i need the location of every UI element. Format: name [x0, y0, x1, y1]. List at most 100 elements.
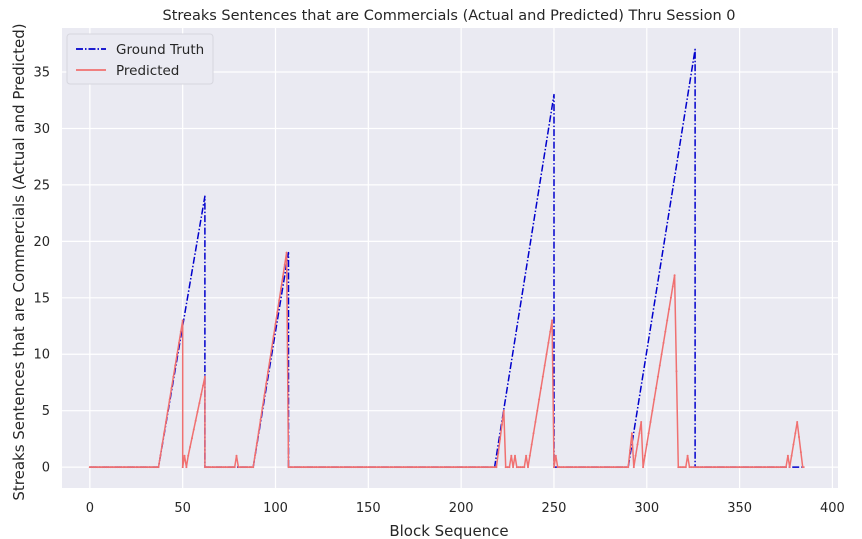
predicted-point: [378, 466, 381, 469]
predicted-point: [257, 430, 260, 433]
predicted-point: [486, 466, 489, 469]
predicted-point: [772, 466, 774, 469]
predicted-point: [163, 432, 166, 435]
predicted-point: [333, 466, 336, 469]
predicted-point: [757, 466, 760, 469]
predicted-point: [430, 466, 433, 469]
predicted-point: [666, 319, 669, 322]
predicted-point: [374, 466, 377, 469]
predicted-point: [701, 466, 704, 469]
predicted-point: [311, 466, 314, 469]
predicted-point: [139, 466, 141, 469]
predicted-point: [625, 466, 628, 469]
predicted-point: [742, 466, 745, 469]
predicted-point: [382, 466, 385, 469]
axis-ticks: 0 50 100 150 200 250 300 350 400 0 5 10 15 20 25 30 35: [33, 66, 844, 516]
legend: Ground Truth Predicted: [66, 33, 214, 85]
y-tick-label: 15: [33, 291, 50, 306]
predicted-point: [408, 466, 411, 469]
predicted-point: [220, 466, 223, 469]
predicted-point: [642, 466, 645, 469]
predicted-point: [632, 466, 635, 469]
legend-predicted-label: Predicted: [116, 63, 179, 79]
predicted-point: [681, 466, 684, 469]
predicted-point: [569, 466, 572, 469]
x-tick-label: 200: [449, 501, 474, 516]
predicted-point: [488, 466, 490, 469]
predicted-point: [647, 432, 650, 435]
predicted-point: [473, 466, 476, 469]
predicted-point: [404, 466, 407, 469]
predicted-point: [705, 466, 708, 469]
predicted-point: [402, 466, 405, 469]
predicted-point: [166, 409, 169, 412]
predicted-point: [209, 466, 212, 469]
predicted-point: [415, 466, 418, 469]
predicted-point: [410, 466, 412, 469]
predicted-point: [165, 421, 167, 423]
predicted-point: [734, 466, 737, 469]
predicted-point: [337, 466, 340, 469]
predicted-point: [441, 466, 444, 469]
predicted-point: [330, 466, 333, 469]
predicted-point: [708, 466, 711, 469]
predicted-point: [161, 443, 164, 446]
predicted-point: [137, 466, 140, 469]
predicted-point: [363, 466, 366, 469]
predicted-point: [289, 466, 292, 469]
predicted-point: [250, 466, 253, 469]
predicted-point: [439, 466, 442, 469]
predicted-point: [588, 466, 591, 469]
predicted-point: [100, 466, 102, 469]
predicted-point: [454, 466, 457, 469]
predicted-point: [328, 466, 331, 469]
predicted-point: [554, 454, 557, 457]
predicted-point: [276, 311, 279, 314]
predicted-point: [326, 466, 329, 469]
predicted-point: [458, 466, 461, 469]
predicted-point: [300, 466, 303, 469]
predicted-point: [669, 296, 672, 299]
predicted-point: [153, 466, 156, 469]
predicted-point: [682, 466, 685, 469]
predicted-point: [411, 466, 414, 469]
predicted-point: [603, 466, 606, 469]
predicted-point: [417, 466, 420, 469]
predicted-point: [731, 466, 734, 469]
predicted-point: [423, 466, 425, 469]
predicted-point: [517, 466, 520, 469]
predicted-point: [265, 382, 268, 385]
predicted-point: [447, 466, 450, 469]
predicted-point: [630, 432, 633, 435]
x-tick-label: 150: [356, 501, 381, 516]
predicted-point: [350, 466, 353, 469]
predicted-point: [467, 466, 470, 469]
predicted-point: [116, 466, 119, 469]
predicted-point: [371, 466, 373, 469]
predicted-point: [198, 402, 201, 405]
predicted-point: [191, 437, 193, 440]
x-tick-label: 100: [263, 501, 288, 516]
predicted-point: [400, 466, 403, 469]
predicted-point: [233, 466, 236, 469]
predicted-point: [703, 466, 706, 469]
predicted-point: [196, 410, 199, 413]
predicted-point: [207, 466, 210, 469]
predicted-point: [668, 308, 671, 311]
predicted-point: [675, 370, 678, 373]
predicted-point: [296, 466, 299, 469]
predicted-point: [443, 466, 446, 469]
predicted-point: [242, 466, 245, 469]
predicted-point: [580, 466, 583, 469]
predicted-point: [432, 466, 435, 469]
predicted-point: [281, 275, 284, 278]
predicted-point: [716, 466, 719, 469]
predicted-point: [122, 466, 125, 469]
predicted-point: [315, 466, 318, 469]
predicted-point: [564, 466, 567, 469]
predicted-point: [361, 466, 364, 469]
predicted-point: [170, 387, 173, 390]
predicted-point: [144, 466, 147, 469]
predicted-point: [369, 466, 372, 469]
